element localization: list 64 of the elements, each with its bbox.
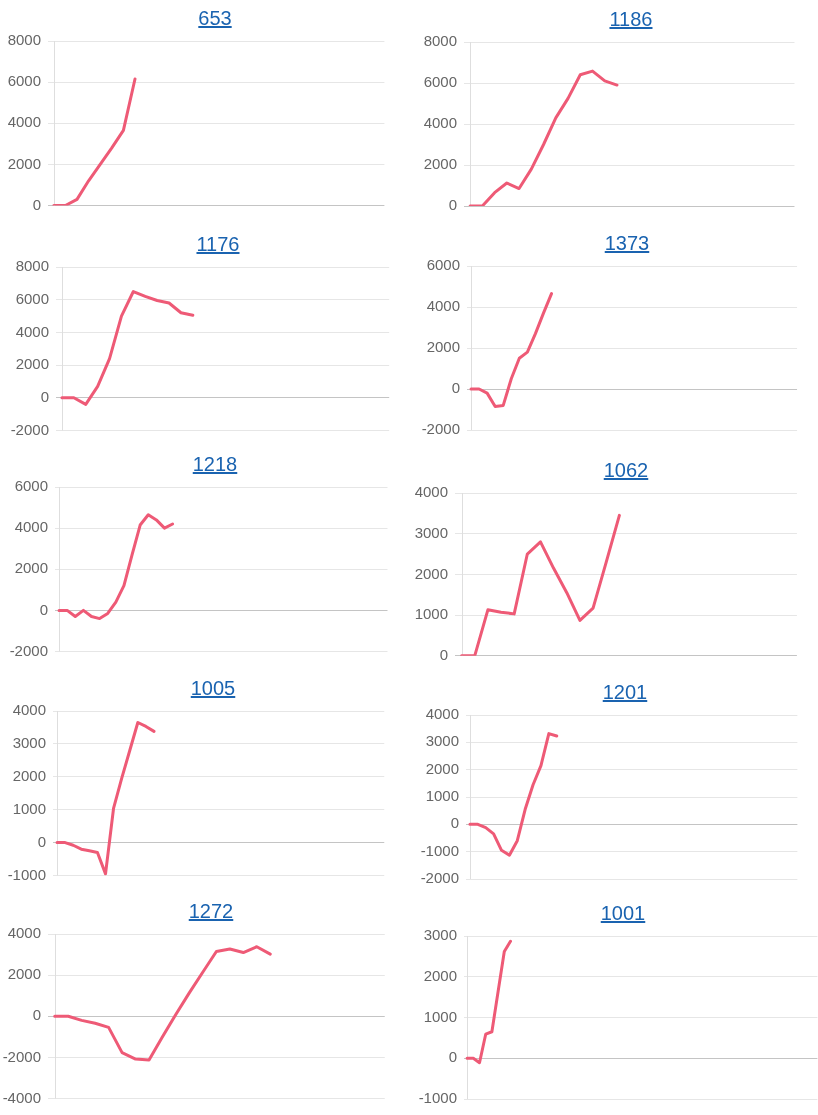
chart-title: 1001 [599, 901, 647, 925]
y-tick-label: 2000 [15, 354, 50, 372]
y-tick-label: 0 [39, 600, 48, 618]
y-tick-label: 4000 [14, 518, 48, 536]
chart-title: 1186 [608, 6, 654, 31]
y-tick-label: 0 [448, 1048, 457, 1066]
y-tick-label: 3000 [423, 926, 457, 944]
y-tick-label: 0 [451, 379, 460, 397]
y-tick-label: 0 [40, 387, 50, 405]
y-tick-label: 2000 [8, 154, 42, 172]
y-tick-label: 8000 [8, 31, 42, 49]
y-tick-label: -1000 [420, 841, 459, 859]
chart-title: 1062 [602, 457, 650, 482]
y-tick-label: 0 [450, 813, 459, 831]
y-tick-label: -2000 [2, 1047, 41, 1065]
y-tick-label: 3000 [12, 734, 46, 752]
y-tick-label: 2000 [14, 559, 48, 577]
y-tick-label: 4000 [8, 113, 42, 131]
y-tick-label: 2000 [425, 759, 459, 777]
y-tick-label: 0 [33, 195, 42, 213]
y-tick-label: 4000 [425, 704, 459, 722]
chart-title: 1201 [601, 679, 649, 704]
y-tick-label: 4000 [7, 924, 41, 942]
chart-title: 1373 [603, 231, 651, 255]
y-tick-label: -1000 [418, 1089, 457, 1107]
y-tick-label: 6000 [426, 256, 460, 274]
y-tick-label: 1000 [425, 786, 459, 804]
y-tick-label: -1000 [7, 865, 46, 883]
chart-title: 1218 [191, 452, 239, 476]
y-tick-label: 6000 [14, 477, 48, 495]
y-tick-label: 4000 [414, 482, 449, 500]
chart-title: 1005 [189, 676, 237, 700]
y-tick-label: 4000 [12, 701, 46, 719]
y-tick-label: -2000 [10, 420, 50, 438]
y-tick-label: 1000 [414, 604, 449, 622]
y-tick-label: 6000 [8, 72, 42, 90]
y-tick-label: 1000 [423, 1007, 457, 1025]
y-tick-label: 3000 [425, 731, 459, 749]
y-tick-label: 8000 [15, 256, 50, 274]
y-tick-label: 4000 [15, 322, 50, 340]
y-tick-label: 2000 [12, 766, 46, 784]
y-tick-label: 2000 [7, 965, 41, 983]
y-tick-label: 2000 [414, 564, 449, 582]
y-tick-label: 6000 [15, 289, 50, 307]
y-tick-label: 0 [37, 832, 46, 850]
y-tick-label: 0 [439, 645, 449, 663]
y-tick-label: 2000 [423, 966, 457, 984]
y-tick-label: 3000 [414, 523, 449, 541]
y-tick-label: 4000 [423, 113, 457, 131]
y-tick-label: 0 [32, 1006, 41, 1024]
chart-title: 653 [197, 6, 233, 30]
chart-title: 1176 [195, 231, 241, 256]
y-tick-label: 8000 [423, 31, 457, 49]
y-tick-label: 2000 [426, 338, 460, 356]
y-tick-label: -2000 [421, 420, 460, 438]
chart-title: 1272 [187, 899, 235, 923]
y-tick-label: -2000 [420, 868, 459, 886]
y-tick-label: -2000 [9, 641, 48, 659]
y-tick-label: 6000 [423, 72, 457, 90]
y-tick-label: -4000 [2, 1088, 41, 1106]
y-tick-label: 2000 [423, 154, 457, 172]
y-tick-label: 4000 [426, 297, 460, 315]
y-tick-label: 0 [448, 195, 457, 213]
y-tick-label: 1000 [12, 799, 46, 817]
